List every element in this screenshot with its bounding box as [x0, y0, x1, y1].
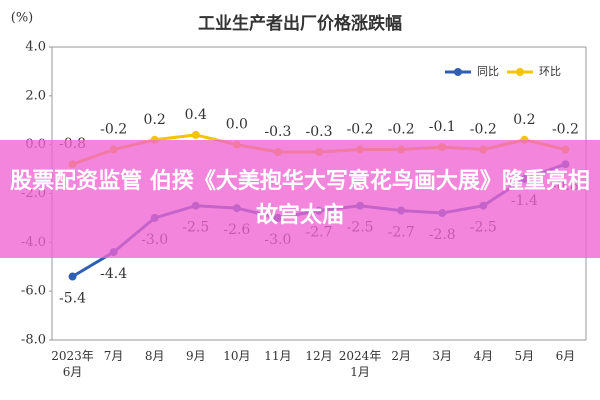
data-label: -0.2 — [470, 122, 497, 138]
x-tick-label: 7月 — [103, 349, 124, 363]
legend-label: 环比 — [539, 65, 561, 78]
data-label: -0.2 — [347, 122, 374, 138]
data-label: 0.2 — [513, 112, 535, 128]
data-label: 0.0 — [226, 117, 248, 133]
banner-text: 股票配资监管 伯揆《大美抱华大写意花鸟画大展》隆重亮相故宫太庙 — [10, 169, 590, 228]
data-label: -4.4 — [100, 266, 127, 282]
chart-title: 工业生产者出厂价格涨跌幅 — [198, 13, 402, 34]
data-label: -0.2 — [100, 122, 127, 138]
y-tick-label: -8.0 — [21, 333, 46, 348]
legend-marker — [516, 68, 524, 76]
x-tick-label: 9月 — [185, 349, 206, 363]
data-label: -0.3 — [306, 124, 333, 140]
y-unit: (%) — [11, 11, 34, 26]
data-label: -5.4 — [59, 291, 86, 307]
x-tick-label: 5月 — [514, 349, 535, 363]
x-tick-label: 3月 — [432, 349, 453, 363]
x-tick-label: 10月 — [223, 349, 251, 363]
x-tick-label: 8月 — [144, 349, 165, 363]
x-tick-label: 4月 — [473, 349, 494, 363]
x-tick-label: 6月 — [555, 349, 576, 363]
x-tick-label: 2024年 1月 — [338, 349, 382, 379]
data-label: 0.4 — [185, 107, 207, 123]
x-tick-label: 11月 — [264, 349, 292, 363]
data-point — [191, 130, 200, 139]
data-label: 0.2 — [144, 112, 166, 128]
data-label: -0.3 — [264, 124, 291, 140]
data-point — [68, 272, 77, 281]
y-tick-label: -6.0 — [21, 284, 46, 299]
x-tick-label: 12月 — [305, 349, 333, 363]
legend-marker — [454, 68, 462, 76]
legend-label: 同比 — [477, 65, 499, 78]
data-label: -0.2 — [388, 122, 415, 138]
x-tick-label: 2月 — [391, 349, 411, 363]
y-tick-label: 2.0 — [25, 88, 46, 103]
x-tick-label: 2023年 6月 — [51, 349, 94, 379]
data-label: -0.2 — [552, 122, 579, 138]
y-tick-label: 4.0 — [25, 40, 46, 55]
banner: 股票配资监管 伯揆《大美抱华大写意花鸟画大展》隆重亮相故宫太庙 — [0, 140, 600, 258]
data-label: -0.1 — [429, 119, 456, 135]
